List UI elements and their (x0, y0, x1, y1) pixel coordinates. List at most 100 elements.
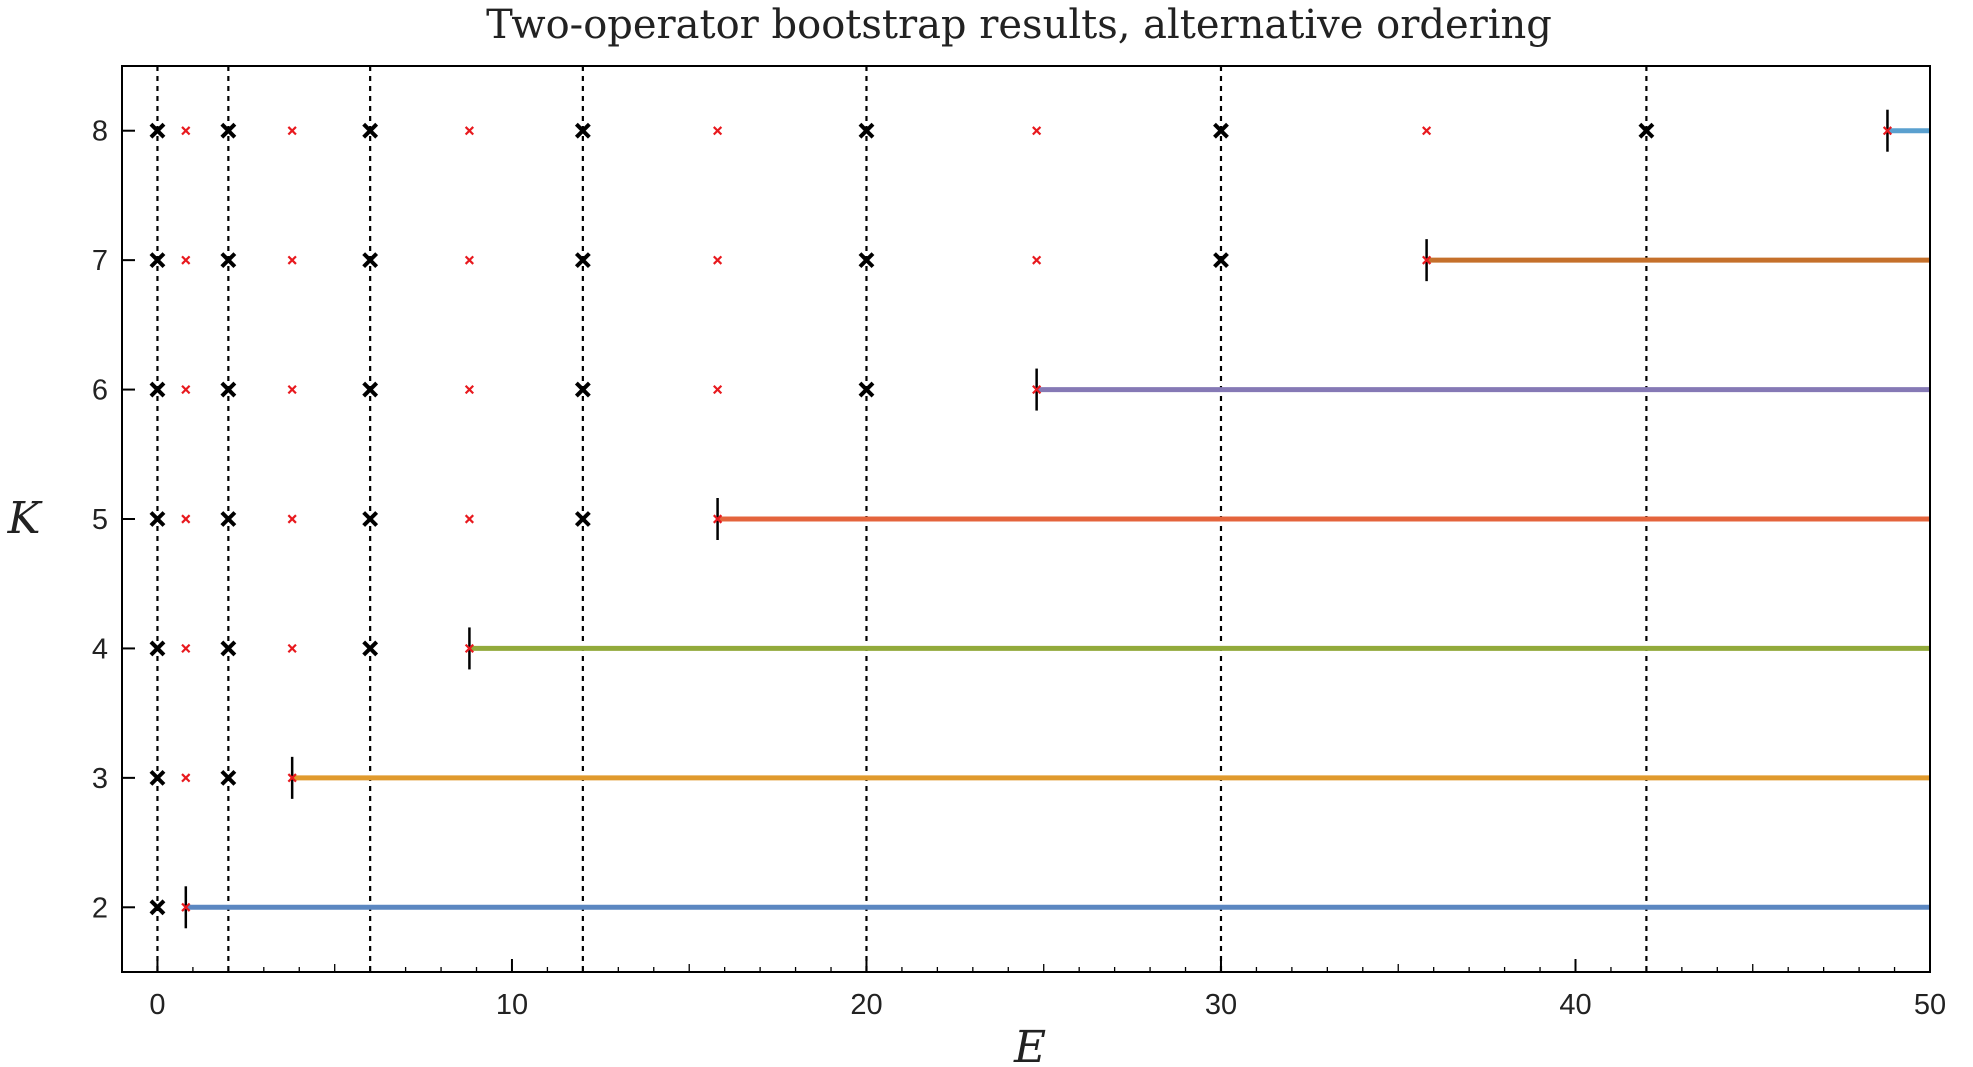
x-tick-label: 50 (1914, 989, 1946, 1021)
bootstrap-marker-stroke (181, 643, 191, 654)
bootstrap-marker-stroke (287, 643, 297, 654)
exact-level-marker (1213, 252, 1229, 269)
bootstrap-marker-stroke (1032, 255, 1042, 265)
bootstrap-marker-stroke (287, 255, 297, 265)
bootstrap-marker (181, 255, 191, 265)
bootstrap-marker-stroke (1422, 126, 1432, 136)
bootstrap-marker (181, 902, 191, 912)
exact-level-marker (362, 381, 379, 398)
exact-level-marker (220, 381, 237, 398)
bootstrap-marker (712, 384, 723, 395)
exact-level-marker-stroke (220, 769, 237, 786)
x-tick-label: 30 (1205, 989, 1237, 1021)
bootstrap-marker-stroke (287, 773, 297, 783)
bootstrap-marker (287, 773, 297, 783)
exact-level-marker-stroke (362, 640, 379, 657)
exact-level-marker-stroke (149, 122, 166, 139)
exact-level-marker-stroke (149, 511, 166, 527)
exact-level-marker (149, 511, 166, 527)
bootstrap-marker (287, 255, 297, 265)
exact-level-marker (149, 769, 166, 786)
exact-level-marker (362, 640, 379, 657)
exact-level-marker (574, 511, 591, 527)
bootstrap-marker (1422, 126, 1432, 136)
bootstrap-marker-stroke (712, 255, 723, 265)
bootstrap-marker (464, 126, 474, 136)
bootstrap-marker (464, 255, 474, 265)
exact-level-marker (149, 640, 166, 657)
bootstrap-marker-stroke (464, 384, 474, 395)
bootstrap-marker-stroke (464, 255, 474, 265)
exact-level-marker (220, 640, 237, 657)
y-tick-label: 5 (92, 504, 108, 536)
exact-level-marker (574, 381, 591, 398)
exact-level-marker (574, 252, 591, 269)
bootstrap-marker-stroke (287, 126, 297, 136)
x-tick-label: 10 (496, 989, 528, 1021)
x-tick-label: 0 (149, 989, 165, 1021)
exact-level-marker (858, 122, 875, 139)
exact-level-marker-stroke (1213, 122, 1229, 139)
exact-level-marker-stroke (220, 511, 237, 527)
exact-level-marker-stroke (1213, 252, 1229, 269)
exact-level-marker-stroke (574, 252, 591, 269)
exact-level-marker-stroke (858, 381, 875, 398)
bootstrap-marker-stroke (1032, 126, 1042, 136)
bootstrap-marker-stroke (181, 255, 191, 265)
exact-level-marker (362, 252, 379, 269)
exact-level-marker (149, 122, 166, 139)
exact-level-marker-stroke (362, 381, 379, 398)
exact-level-marker-stroke (149, 252, 166, 269)
exact-level-marker-stroke (858, 252, 875, 269)
chart-title: Two-operator bootstrap results, alternat… (486, 2, 1552, 48)
bootstrap-marker (712, 514, 723, 524)
bootstrap-marker (287, 126, 297, 136)
exact-level-marker (1213, 122, 1229, 139)
exact-level-marker (149, 381, 166, 398)
bootstrap-marker-stroke (181, 773, 191, 783)
exact-level-marker-stroke (149, 899, 166, 916)
bootstrap-marker-stroke (464, 126, 474, 136)
bootstrap-marker (1032, 384, 1042, 395)
bootstrap-marker (287, 643, 297, 654)
exact-level-marker (220, 511, 237, 527)
exact-level-marker (858, 252, 875, 269)
bootstrap-marker-stroke (287, 514, 297, 524)
x-axis: 0 10 20 30 40 50 (149, 959, 1946, 1021)
bootstrap-marker-stroke (181, 126, 191, 136)
y-axis-label: K (7, 493, 43, 544)
exact-level-marker (149, 899, 166, 916)
bootstrap-marker (464, 643, 474, 654)
x-tick-label: 20 (850, 989, 882, 1021)
bootstrap-marker-stroke (1422, 255, 1432, 265)
bootstrap-marker (712, 255, 723, 265)
y-tick-label: 8 (92, 116, 108, 148)
bootstrap-marker (1032, 255, 1042, 265)
bootstrap-marker-stroke (712, 384, 723, 395)
bootstrap-marker-stroke (712, 514, 723, 524)
exact-level-marker-stroke (149, 640, 166, 657)
exact-level-marker (149, 252, 166, 269)
exact-level-marker-stroke (362, 122, 379, 139)
exact-level-marker-stroke (220, 252, 237, 269)
bootstrap-marker-stroke (1032, 384, 1042, 395)
y-tick-label: 3 (92, 763, 108, 795)
bootstrap-marker (287, 384, 297, 395)
exact-level-marker-stroke (574, 122, 591, 139)
y-tick-label: 4 (92, 633, 108, 665)
bootstrap-marker (464, 384, 474, 395)
y-tick-label: 6 (92, 375, 108, 407)
bootstrap-marker (1032, 126, 1042, 136)
exact-level-marker (220, 252, 237, 269)
bootstrap-marker (287, 514, 297, 524)
exact-level-marker-stroke (858, 122, 875, 139)
exact-level-marker-stroke (149, 769, 166, 786)
bootstrap-marker-stroke (181, 514, 191, 524)
exact-level-marker-stroke (149, 381, 166, 398)
exact-level-marker (858, 381, 875, 398)
bootstrap-marker (181, 514, 191, 524)
bootstrap-marker (181, 384, 191, 395)
bootstrap-marker (1882, 126, 1893, 136)
y-axis: 2 3 4 5 6 7 8 (92, 116, 135, 924)
